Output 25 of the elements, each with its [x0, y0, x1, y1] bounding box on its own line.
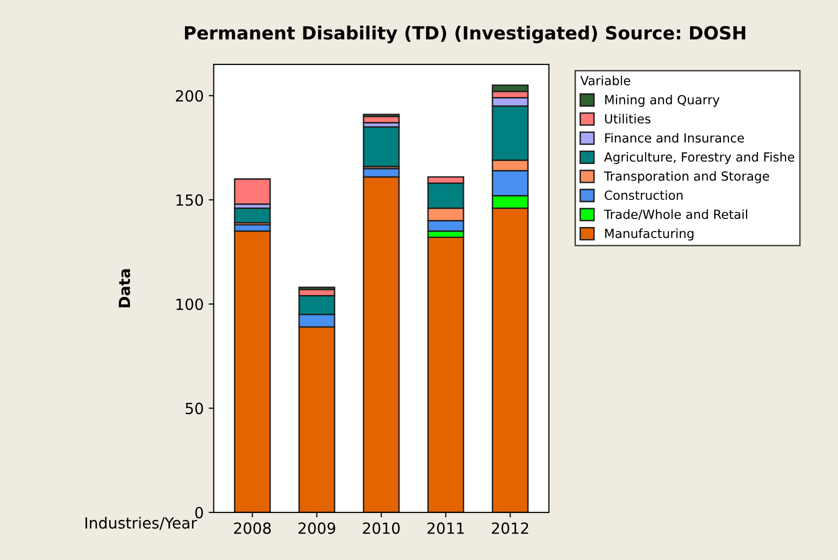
x-axis-title: Industries/Year — [86, 516, 197, 530]
legend-label: Finance and Insurance — [605, 132, 744, 143]
x-tick-label: 2008 — [234, 522, 271, 534]
x-tick-label: 2010 — [362, 522, 400, 534]
x-tick-label: 2009 — [298, 522, 336, 534]
legend-label: Utilities — [605, 114, 650, 124]
x-tick-label: 2012 — [492, 522, 528, 534]
chart-title: Permanent Disability (TD) (Investigated) Source: DOSH — [184, 26, 746, 44]
legend-title: Variable — [580, 76, 630, 86]
bar — [234, 207, 271, 224]
bar — [234, 178, 271, 205]
legend-label: Agriculture, Forestry and Fishe — [604, 152, 794, 164]
legend-label: Transporation and Storage — [604, 171, 770, 184]
bar — [362, 126, 400, 168]
y-tick-label: 150 — [176, 194, 203, 206]
y-tick-label: 200 — [176, 90, 203, 102]
legend-label: Manufacturing — [605, 228, 694, 241]
y-tick-label: 100 — [176, 298, 203, 310]
legend-label: Construction — [604, 190, 683, 200]
legend-label: Mining and Quarry — [605, 94, 720, 107]
y-tick-label: 50 — [186, 402, 203, 414]
x-tick-label: 2011 — [427, 522, 464, 534]
y-tick-label: 0 — [195, 506, 203, 518]
y-axis-title: Data — [118, 269, 130, 308]
legend-label: Trade/Whole and Retail — [604, 209, 748, 220]
